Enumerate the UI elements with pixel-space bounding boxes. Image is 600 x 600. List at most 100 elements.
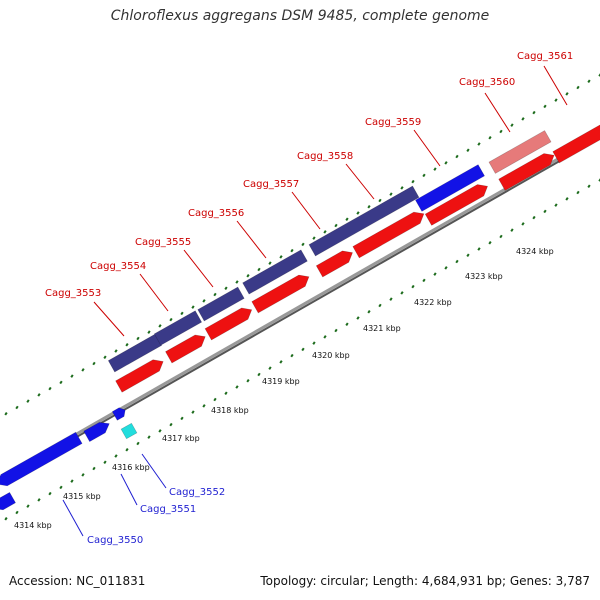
gene-label: Cagg_3558 [297,151,353,162]
forward-cds-shape [197,286,245,322]
tick-mark [213,292,217,297]
tick-mark [48,491,52,496]
label-leader [236,220,267,259]
label-leader [484,92,511,133]
reverse-cds-shape [552,124,600,164]
scale-label: 4319 kbp [262,377,300,386]
rna-feature-shape [120,422,138,440]
tick-mark [543,104,547,109]
reverse-cds [315,250,353,278]
tick-mark [15,510,19,515]
tick-mark [565,197,569,201]
tick-mark [345,217,349,222]
forward-cds [107,333,163,373]
tick-mark [455,154,459,159]
tick-mark [37,498,41,502]
tick-mark [532,215,536,220]
gene-label: Cagg_3560 [459,77,515,88]
tick-mark [136,336,140,341]
tick-mark [180,416,184,421]
label-leader [345,163,375,200]
tick-mark [565,92,569,96]
reverse-cds-shape [498,153,555,191]
scale-label: 4322 kbp [414,298,452,307]
gene-label: Cagg_3551 [140,504,196,515]
tick-mark [521,117,525,121]
gene-label: Cagg_3561 [517,51,573,62]
reverse-cds [424,184,489,226]
tick-mark [136,441,140,446]
gene-label: Cagg_3559 [365,117,421,128]
tick-mark [422,173,426,178]
tick-mark [48,386,52,391]
tick-mark [543,209,547,214]
tick-mark [301,242,305,247]
forward-cds-shape [308,185,420,257]
tick-mark [81,368,85,372]
scale-label: 4320 kbp [312,351,350,360]
labels: 4314 kbp 4315 kbp 4316 kbp 4317 kbp 4318 kbp… [14,51,573,546]
tick-mark [576,85,580,90]
tick-mark [246,273,250,278]
tick-mark [92,466,96,471]
tick-mark [290,353,294,358]
tick-mark [433,272,437,276]
reverse-cds [251,274,310,314]
tick-mark [576,190,580,195]
blue-cds-shape [111,407,126,421]
reverse-cds [204,307,253,341]
tick-mark [323,230,327,234]
tick-mark [290,248,294,253]
tick-mark [334,223,338,228]
tick-mark [598,73,600,77]
forward-cds-shape [107,333,163,373]
tick-mark [466,148,470,153]
scale-label: 4318 kbp [211,406,249,415]
tick-mark [180,311,184,316]
tick-mark [389,192,393,196]
label-leader [141,453,167,489]
tick-mark [345,322,349,327]
label-leader [93,301,125,337]
label-leader [183,249,214,288]
gene-label: Cagg_3553 [45,288,101,299]
blue-cds [83,422,110,443]
reverse-cds [352,211,425,259]
tick-mark [389,297,393,301]
tick-mark [235,385,239,389]
tick-mark [169,422,173,427]
tick-mark [411,284,415,289]
reverse-cds-shape [165,334,206,364]
tick-mark [510,228,514,232]
blue-cds [111,407,126,421]
label-leader [62,499,84,537]
gene-label: Cagg_3556 [188,208,244,219]
tick-mark [213,397,217,402]
tick-mark [169,317,173,322]
tick-mark [191,305,195,309]
tick-mark [367,309,371,314]
tick-mark [532,110,536,115]
tick-mark [455,259,459,264]
tick-mark [323,335,327,339]
tick-mark [147,435,151,439]
tick-mark [598,178,600,182]
tick-mark [202,404,206,408]
tick-mark [70,374,74,378]
tick-mark [499,234,503,239]
gene-label: Cagg_3557 [243,179,299,190]
scale-label: 4324 kbp [516,247,554,256]
forward-cds [197,286,245,322]
tick-mark [499,129,503,134]
scale-label: 4323 kbp [465,272,503,281]
tick-mark [378,303,382,308]
blue-cds-shape [83,422,110,443]
gene-label: Cagg_3550 [87,535,143,546]
tick-mark [59,485,63,490]
gene-label: Cagg_3552 [169,487,225,498]
tick-mark [15,405,19,410]
reverse-cds-shape [204,307,253,341]
tick-mark [466,253,470,258]
reverse-cds [552,124,600,164]
